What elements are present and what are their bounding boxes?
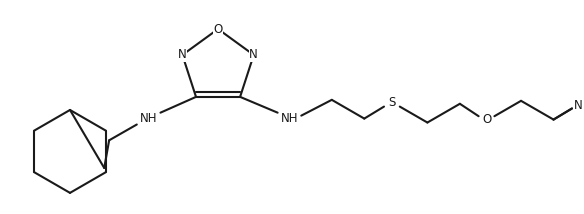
Text: NH: NH bbox=[281, 112, 298, 125]
Text: N: N bbox=[178, 48, 187, 61]
Text: N: N bbox=[249, 48, 258, 61]
Text: N: N bbox=[573, 99, 582, 112]
Text: O: O bbox=[482, 113, 491, 126]
Text: O: O bbox=[213, 22, 223, 36]
Text: S: S bbox=[388, 96, 395, 109]
Text: NH: NH bbox=[140, 112, 157, 125]
